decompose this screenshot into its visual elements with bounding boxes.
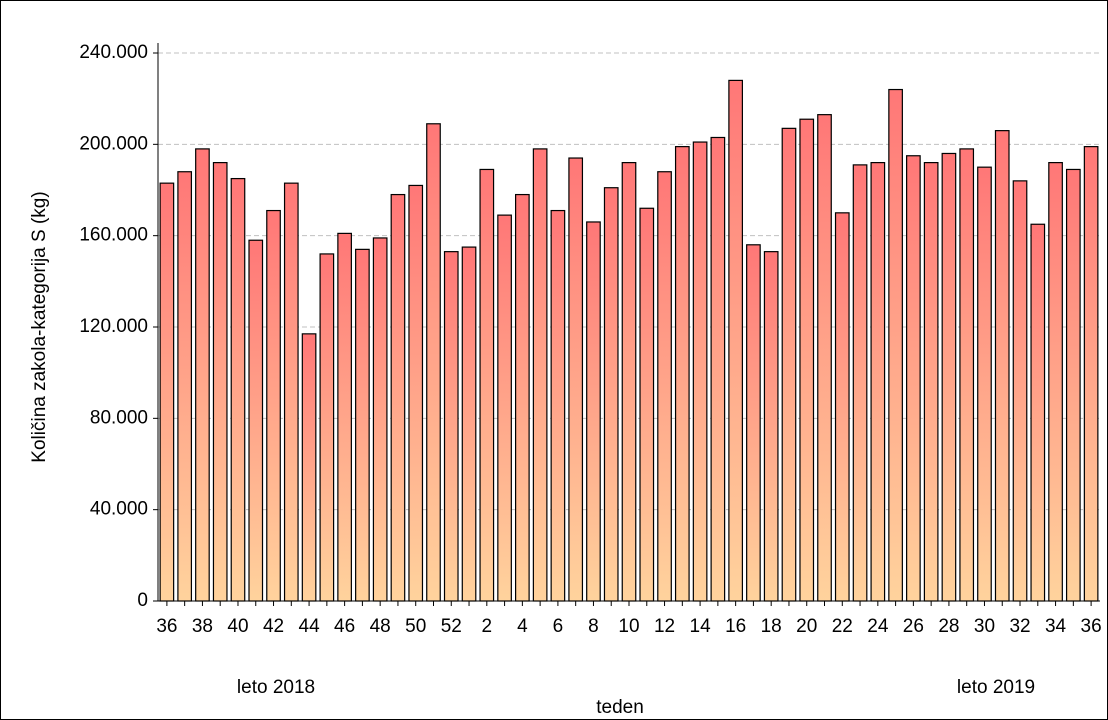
bar — [355, 248, 370, 602]
x-tick-label: 6 — [553, 616, 564, 637]
bar — [337, 232, 352, 602]
y-axis-label: Količina zakola-kategorija S (kg) — [29, 191, 50, 462]
x-tick-label: 48 — [370, 616, 391, 637]
bar — [479, 168, 495, 602]
bar — [710, 136, 726, 602]
bar — [603, 187, 619, 602]
x-tick-label: 2 — [482, 616, 493, 637]
bar — [994, 130, 1010, 602]
x-tick-label: 46 — [334, 616, 355, 637]
bar — [177, 171, 193, 602]
y-tick-label: 240.000 — [79, 42, 148, 63]
bar — [426, 123, 441, 602]
bar — [515, 193, 530, 602]
x-tick-label: 42 — [263, 616, 284, 637]
bar — [621, 162, 637, 602]
bar — [443, 251, 459, 602]
bar — [497, 214, 512, 602]
x-tick-label: 18 — [761, 616, 782, 637]
bar — [941, 152, 957, 602]
x-tick-label: 14 — [690, 616, 712, 637]
bar — [159, 182, 175, 602]
bar — [390, 193, 406, 602]
x-tick-label: 16 — [725, 616, 746, 637]
bar — [781, 127, 797, 602]
x-tick-label: 38 — [192, 616, 213, 637]
y-tick-label: 120.000 — [79, 316, 148, 337]
x-tick-label: 10 — [618, 616, 639, 637]
bar — [817, 114, 832, 602]
x-tick-label: 20 — [796, 616, 817, 637]
y-tick-label: 0 — [137, 590, 148, 611]
x-tick-label: 32 — [1009, 616, 1030, 637]
x-tick-label: 28 — [938, 616, 959, 637]
bar — [763, 251, 779, 602]
bar — [248, 239, 264, 602]
bar — [906, 155, 921, 602]
annotation: leto 2018 — [237, 677, 315, 698]
bar — [746, 244, 761, 602]
x-tick-label: 36 — [1081, 616, 1102, 637]
bar — [799, 118, 815, 602]
bar — [977, 166, 992, 602]
bar — [674, 146, 690, 602]
x-tick-label: 24 — [867, 616, 889, 637]
bar — [692, 141, 708, 602]
x-tick-label: 44 — [299, 616, 321, 637]
bar — [870, 162, 886, 602]
bar — [266, 209, 281, 602]
y-tick-label: 80.000 — [90, 407, 148, 428]
bar — [568, 157, 584, 602]
bar — [550, 209, 566, 602]
bar — [230, 177, 246, 602]
x-axis-label: teden — [596, 697, 644, 718]
bar — [319, 253, 335, 602]
bar — [532, 148, 548, 602]
x-tick-label: 34 — [1045, 616, 1067, 637]
bar — [283, 182, 299, 602]
bar — [461, 246, 477, 602]
bar — [639, 207, 655, 602]
x-tick-label: 8 — [588, 616, 599, 637]
x-tick-label: 4 — [517, 616, 528, 637]
y-tick-label: 40.000 — [90, 499, 148, 520]
bar — [1048, 162, 1063, 602]
bar — [212, 162, 228, 602]
x-tick-label: 26 — [903, 616, 924, 637]
bar — [852, 164, 868, 602]
x-tick-label: 36 — [156, 616, 177, 637]
bar — [888, 88, 903, 602]
bar — [1030, 223, 1046, 602]
bar — [195, 148, 210, 602]
bar — [959, 148, 975, 602]
bar — [657, 171, 672, 602]
bar — [1012, 180, 1028, 602]
bar — [301, 333, 317, 602]
x-tick-label: 12 — [654, 616, 675, 637]
bar — [1065, 168, 1081, 602]
x-tick-label: 30 — [974, 616, 995, 637]
x-tick-label: 52 — [441, 616, 462, 637]
bar — [834, 212, 850, 602]
bar — [923, 162, 939, 602]
bar — [1083, 146, 1099, 602]
x-tick-label: 50 — [405, 616, 426, 637]
y-tick-label: 160.000 — [79, 225, 148, 246]
bar — [372, 237, 388, 602]
x-tick-label: 40 — [227, 616, 248, 637]
x-tick-label: 22 — [832, 616, 853, 637]
annotation: leto 2019 — [957, 677, 1035, 698]
bar — [408, 184, 424, 602]
bar — [586, 221, 601, 602]
bar — [728, 79, 743, 602]
y-tick-label: 200.000 — [79, 133, 148, 154]
